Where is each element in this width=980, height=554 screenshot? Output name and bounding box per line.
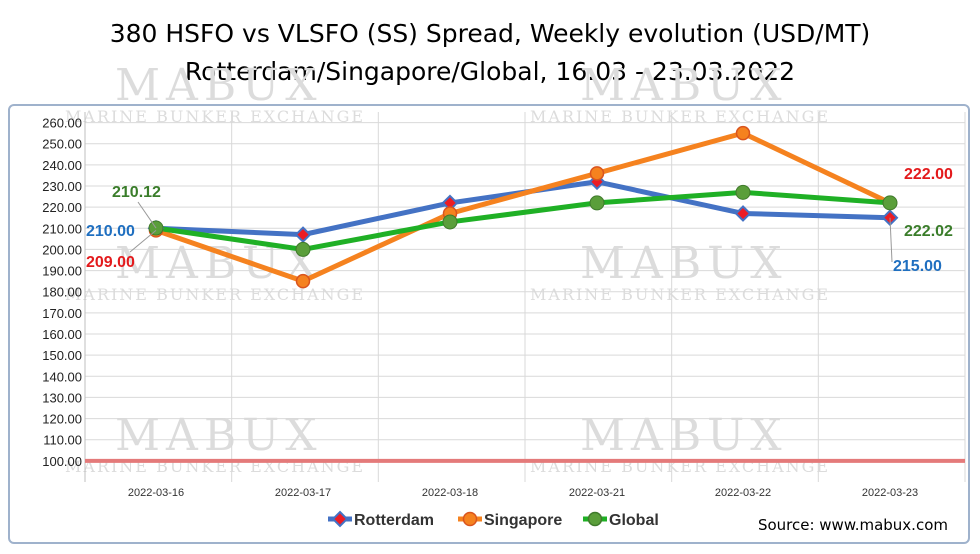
y-tick-label: 100.00 xyxy=(42,454,82,469)
label-leader-line xyxy=(129,230,157,253)
chart-subtitle: Rotterdam/Singapore/Global, 16.03 - 23.0… xyxy=(184,57,796,86)
series-lines xyxy=(155,130,892,284)
y-tick-label: 260.00 xyxy=(42,116,82,131)
data-label: 210.00 xyxy=(86,223,135,240)
legend: Rotterdam Singapore Global xyxy=(328,510,659,529)
y-tick-label: 180.00 xyxy=(42,285,82,300)
data-label: 209.00 xyxy=(86,254,135,271)
y-tick-label: 120.00 xyxy=(42,412,82,427)
legend-swatch-marker xyxy=(462,511,478,527)
x-axis-ticks: 2022-03-16 2022-03-17 2022-03-18 2022-03-21… xyxy=(128,487,918,499)
y-tick-label: 160.00 xyxy=(42,327,82,342)
watermark-logo: MABUX xyxy=(580,410,788,461)
y-tick-label: 230.00 xyxy=(42,179,82,194)
data-label: 222.02 xyxy=(904,223,953,240)
marker-singapore xyxy=(295,273,311,289)
x-tick-label: 2022-03-22 xyxy=(715,487,771,499)
watermark-logo: MABUX xyxy=(580,238,788,289)
legend-label: Rotterdam xyxy=(354,512,434,529)
y-tick-label: 140.00 xyxy=(42,369,82,384)
marker-global xyxy=(882,195,898,211)
y-tick-label: 250.00 xyxy=(42,137,82,152)
x-tick-label: 2022-03-23 xyxy=(862,487,918,499)
data-label: 210.12 xyxy=(112,184,161,201)
x-tick-label: 2022-03-16 xyxy=(128,487,184,499)
label-leader-line xyxy=(137,201,157,229)
y-tick-label: 150.00 xyxy=(42,348,82,363)
watermark-subtitle: MARINE BUNKER EXCHANGE xyxy=(530,285,830,304)
x-tick-label: 2022-03-21 xyxy=(569,487,625,499)
marker-global xyxy=(589,195,605,211)
watermark-subtitle: MARINE BUNKER EXCHANGE xyxy=(530,107,830,126)
watermark-subtitle: MARINE BUNKER EXCHANGE xyxy=(65,107,365,126)
marker-singapore xyxy=(735,125,751,141)
legend-label: Global xyxy=(609,512,659,529)
y-tick-label: 200.00 xyxy=(42,242,82,257)
marker-global xyxy=(295,241,311,257)
y-tick-label: 110.00 xyxy=(43,433,82,448)
source-note: Source: www.mabux.com xyxy=(757,516,948,534)
watermark-logo: MABUX xyxy=(115,410,323,461)
marker-global xyxy=(735,184,751,200)
chart-frame xyxy=(8,104,970,544)
watermark-logo: MABUX xyxy=(580,60,788,111)
y-tick-label: 240.00 xyxy=(42,158,82,173)
label-leader-line xyxy=(889,217,893,263)
marker-global xyxy=(442,214,458,230)
series-line-rotterdam xyxy=(155,179,891,238)
y-tick-label: 190.00 xyxy=(42,264,82,279)
watermark-logo: MABUX xyxy=(115,60,323,111)
y-tick-label: 170.00 xyxy=(42,306,82,321)
data-label: 215.00 xyxy=(893,258,942,275)
marker-rotterdam xyxy=(294,226,312,244)
x-tick-label: 2022-03-17 xyxy=(275,487,331,499)
data-label: 222.00 xyxy=(904,166,953,183)
legend-swatch-marker xyxy=(331,510,349,528)
y-tick-label: 220.00 xyxy=(42,200,82,215)
marker-rotterdam xyxy=(734,205,752,222)
series-line-singapore xyxy=(155,130,892,284)
marker-singapore xyxy=(589,166,605,181)
chart-title: 380 HSFO vs VLSFO (SS) Spread, Weekly ev… xyxy=(109,19,871,48)
legend-swatch-marker xyxy=(587,511,603,527)
legend-label: Singapore xyxy=(484,512,562,529)
series-line-global xyxy=(155,189,891,252)
data-labels: 210.12 210.00 209.00 222.00 222.02 215.00 xyxy=(86,166,953,275)
y-tick-label: 210.00 xyxy=(42,221,82,236)
x-tick-label: 2022-03-18 xyxy=(422,487,478,499)
y-tick-label: 130.00 xyxy=(42,390,82,405)
watermark-subtitle: MARINE BUNKER EXCHANGE xyxy=(65,285,365,304)
y-axis-ticks: 100.00 110.00 120.00 130.00 140.00 150.00 160.… xyxy=(42,116,82,469)
